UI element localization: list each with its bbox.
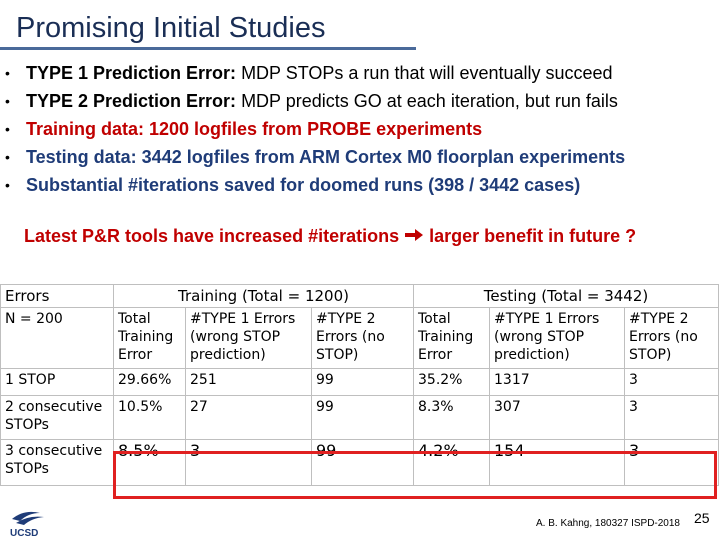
table-cell: 8.5% (113, 439, 186, 486)
page-number: 25 (694, 510, 710, 526)
bullet-dot-icon: • (5, 93, 10, 109)
ucsd-logo-icon: UCSD (6, 505, 52, 539)
table-cell: 29.66% (113, 368, 186, 396)
table-cell: 307 (489, 395, 625, 440)
subheader-cell: #TYPE 2 Errors (no STOP) (624, 307, 719, 369)
table-cell: 99 (311, 368, 414, 396)
bullet-text: MDP predicts GO at each iteration, but r… (236, 91, 618, 111)
bullet-text: MDP STOPs a run that will eventually suc… (236, 63, 613, 83)
table-cell: 154 (489, 439, 625, 486)
bullet-text: Substantial #iterations saved for doomed… (26, 175, 581, 195)
bullet-item: • TYPE 2 Prediction Error: MDP predicts G… (0, 88, 720, 116)
bullet-dot-icon: • (5, 121, 10, 137)
bullet-text: Training data: 1200 logfiles from PROBE … (26, 119, 483, 139)
table-row: 3 consecutive STOPs 8.5% 3 99 4.2% 154 3 (0, 439, 719, 486)
subheader-cell: #TYPE 1 Errors (wrong STOP prediction) (489, 307, 625, 369)
bullet-list: • TYPE 1 Prediction Error: MDP STOPs a ru… (0, 60, 720, 200)
latest-note-after: larger benefit in future ? (424, 226, 637, 246)
table-cell: 99 (311, 395, 414, 440)
latest-note-before: Latest P&R tools have increased #iterati… (24, 226, 405, 246)
bullet-text: Testing data: 3442 logfiles from ARM Cor… (26, 147, 626, 167)
subheader-cell: #TYPE 2 Errors (no STOP) (311, 307, 414, 369)
bullet-dot-icon: • (5, 177, 10, 193)
page-title: Promising Initial Studies (16, 12, 326, 44)
results-table: Errors Training (Total = 1200) Testing (… (0, 284, 719, 486)
row-label: 1 STOP (0, 368, 114, 396)
table-cell: 3 (624, 395, 719, 440)
header-errors: Errors (0, 284, 114, 308)
subheader-n: N = 200 (0, 307, 114, 369)
row-label: 2 consecutive STOPs (0, 395, 114, 440)
table-row: 2 consecutive STOPs 10.5% 27 99 8.3% 307… (0, 395, 719, 440)
table-cell: 8.3% (413, 395, 490, 440)
table-cell: 10.5% (113, 395, 186, 440)
header-training: Training (Total = 1200) (113, 284, 414, 308)
table-cell: 251 (185, 368, 312, 396)
bullet-item: • Training data: 1200 logfiles from PROBE… (0, 116, 720, 144)
bullet-item: • TYPE 1 Prediction Error: MDP STOPs a ru… (0, 60, 720, 88)
table-cell: 99 (311, 439, 414, 486)
bullet-dot-icon: • (5, 65, 10, 81)
bullet-dot-icon: • (5, 149, 10, 165)
right-arrow-icon (404, 226, 424, 247)
footer-credit: A. B. Kahng, 180327 ISPD-2018 (536, 518, 680, 529)
table-cell: 35.2% (413, 368, 490, 396)
bullet-bold-text: TYPE 2 Prediction Error: (26, 91, 237, 111)
subheader-cell: Total Training Error (113, 307, 186, 369)
table-row: 1 STOP 29.66% 251 99 35.2% 1317 3 (0, 368, 719, 396)
subheader-cell: #TYPE 1 Errors (wrong STOP prediction) (185, 307, 312, 369)
subheader-cell: Total Training Error (413, 307, 490, 369)
logo-text: UCSD (10, 528, 38, 539)
bullet-item: • Substantial #iterations saved for doome… (0, 172, 720, 200)
header-testing: Testing (Total = 3442) (413, 284, 719, 308)
title-underline (0, 47, 416, 50)
table-cell: 3 (185, 439, 312, 486)
row-label: 3 consecutive STOPs (0, 439, 114, 486)
bullet-bold-text: TYPE 1 Prediction Error: (26, 63, 237, 83)
table-cell: 4.2% (413, 439, 490, 486)
table-cell: 27 (185, 395, 312, 440)
table-cell: 1317 (489, 368, 625, 396)
table-cell: 3 (624, 368, 719, 396)
bullet-item: • Testing data: 3442 logfiles from ARM Co… (0, 144, 720, 172)
table-cell: 3 (624, 439, 719, 486)
latest-note: Latest P&R tools have increased #iterati… (24, 226, 636, 247)
